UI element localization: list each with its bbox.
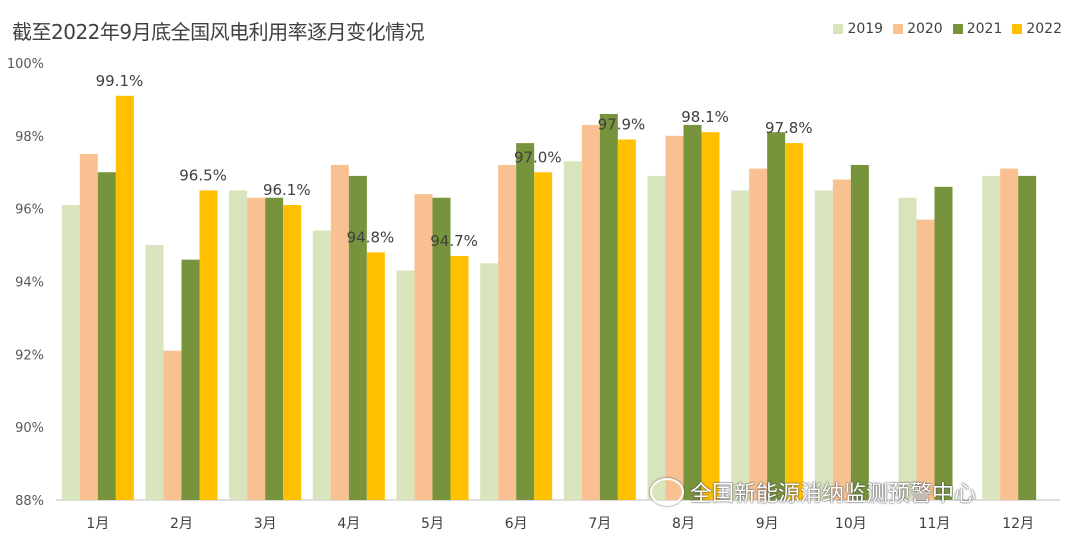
bar-2020-10月: [832, 179, 851, 501]
bar-2021-8月: [683, 124, 702, 501]
y-tick-label: 88%: [15, 494, 44, 509]
bar-2021-1月: [97, 172, 116, 500]
watermark: 全国新能源消纳监测预警中心: [650, 476, 976, 508]
legend: 2019 2020 2021 2022: [833, 21, 1062, 37]
legend-label: 2022: [1026, 21, 1062, 37]
bar-2019-1月: [61, 205, 80, 500]
legend-item: 2021: [952, 21, 1003, 37]
y-tick-label: 96%: [15, 203, 44, 218]
bar-2020-2月: [163, 350, 182, 500]
y-tick-label: 90%: [15, 421, 44, 436]
legend-item: 2019: [833, 21, 883, 37]
data-label: 98.1%: [681, 108, 729, 126]
y-tick-label: 98%: [15, 130, 44, 145]
legend-label: 2019: [847, 21, 884, 37]
bar-2021-2月: [181, 259, 200, 500]
bar-2019-7月: [563, 161, 582, 500]
bar-2021-7月: [599, 113, 618, 500]
bar-2020-6月: [498, 164, 517, 500]
legend-swatch: [952, 24, 963, 34]
x-tick-label: 6月: [505, 516, 528, 532]
bar-2021-6月: [516, 143, 535, 500]
y-tick-label: 92%: [15, 348, 44, 363]
bar-2022-6月: [534, 172, 553, 500]
bar-2020-12月: [1000, 168, 1019, 500]
legend-label: 2020: [907, 21, 943, 37]
bar-2019-2月: [145, 245, 164, 500]
watermark-text: 全国新能源消纳监测预警中心: [690, 482, 977, 507]
bar-2022-9月: [785, 143, 804, 500]
bar-2022-8月: [701, 132, 720, 501]
bar-2022-2月: [199, 190, 218, 501]
bar-2019-8月: [647, 175, 666, 500]
bar-2020-7月: [581, 124, 600, 501]
legend-swatch: [1012, 24, 1023, 34]
data-label: 96.5%: [179, 166, 227, 184]
bar-2021-4月: [348, 175, 367, 500]
legend-item: 2022: [1012, 21, 1062, 37]
bar-2020-11月: [916, 219, 935, 500]
bar-2021-3月: [265, 197, 284, 500]
bar-2020-5月: [414, 194, 433, 500]
bar-2022-5月: [450, 256, 469, 500]
bar-2019-11月: [898, 197, 917, 500]
bar-2020-8月: [665, 135, 684, 501]
wechat-icon: [650, 478, 684, 506]
y-tick-label: 100%: [7, 57, 44, 72]
bar-2019-6月: [480, 263, 499, 500]
bar-2020-1月: [79, 154, 98, 500]
bar-2019-4月: [312, 230, 331, 500]
bar-2022-4月: [366, 252, 385, 500]
bar-2021-10月: [850, 164, 869, 500]
data-label: 97.8%: [765, 119, 813, 137]
data-label: 94.7%: [430, 232, 478, 250]
bar-2019-12月: [982, 175, 1001, 500]
bar-2019-10月: [814, 190, 833, 501]
bar-2021-11月: [934, 186, 953, 501]
x-tick-label: 8月: [672, 516, 695, 532]
data-label: 94.8%: [347, 228, 395, 246]
bar-2022-7月: [617, 139, 636, 500]
x-tick-label: 5月: [421, 516, 444, 532]
bar-2020-3月: [247, 197, 266, 500]
x-tick-label: 10月: [835, 516, 867, 532]
x-tick-label: 11月: [919, 516, 951, 532]
legend-swatch: [833, 24, 844, 34]
x-tick-label: 9月: [756, 516, 779, 532]
bar-2021-9月: [767, 132, 786, 501]
data-label: 96.1%: [263, 181, 311, 199]
bar-2021-5月: [432, 197, 451, 500]
x-tick-label: 12月: [1002, 516, 1034, 532]
bar-2020-4月: [330, 164, 349, 500]
chart-title: 截至2022年9月底全国风电利用率逐月变化情况: [12, 20, 425, 44]
legend-swatch: [893, 24, 904, 34]
bar-2019-5月: [396, 270, 415, 500]
bar-2019-9月: [731, 190, 750, 501]
x-tick-label: 4月: [337, 516, 360, 532]
bar-2022-3月: [283, 205, 302, 500]
bar-2022-1月: [115, 95, 134, 501]
data-label: 97.0%: [514, 148, 562, 166]
data-label: 99.1%: [96, 72, 144, 90]
y-tick-label: 94%: [15, 276, 44, 291]
x-tick-label: 7月: [588, 516, 611, 532]
bar-2019-3月: [229, 190, 248, 501]
data-label: 97.9%: [598, 115, 646, 133]
legend-label: 2021: [966, 21, 1003, 37]
legend-item: 2020: [893, 21, 943, 37]
x-tick-label: 2月: [170, 516, 193, 532]
bar-2021-12月: [1018, 175, 1037, 500]
x-tick-label: 1月: [86, 516, 109, 532]
bar-2020-9月: [749, 168, 768, 500]
x-tick-label: 3月: [254, 516, 277, 532]
